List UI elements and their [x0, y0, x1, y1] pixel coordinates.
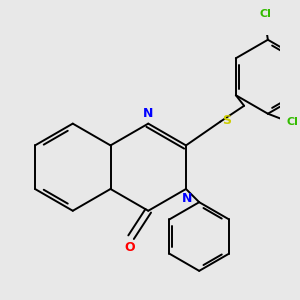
Text: Cl: Cl: [259, 9, 271, 19]
Text: N: N: [143, 107, 153, 120]
Text: O: O: [124, 241, 135, 254]
Text: Cl: Cl: [286, 117, 298, 127]
Text: N: N: [182, 192, 193, 205]
Text: S: S: [222, 114, 231, 127]
